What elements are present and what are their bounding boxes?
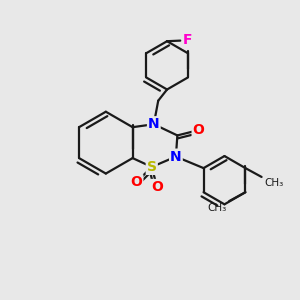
Text: S: S: [147, 160, 157, 174]
Text: N: N: [170, 150, 182, 164]
Text: F: F: [183, 33, 192, 47]
Text: O: O: [151, 180, 163, 194]
Text: CH₃: CH₃: [264, 178, 283, 188]
Text: O: O: [130, 175, 142, 189]
Text: N: N: [148, 117, 160, 131]
Text: O: O: [193, 123, 205, 137]
Text: CH₃: CH₃: [208, 202, 227, 213]
